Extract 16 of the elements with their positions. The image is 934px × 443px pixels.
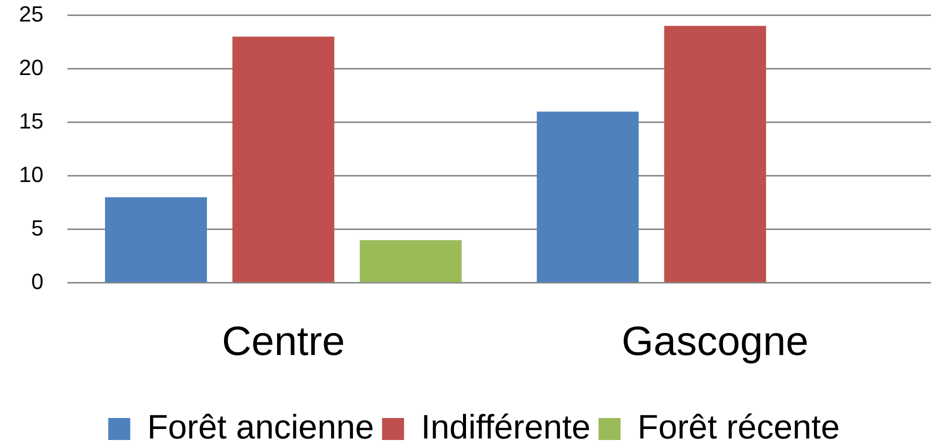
x-tick-label: Centre [222,318,345,364]
legend-label: Forêt ancienne [147,408,374,443]
bar [105,197,207,282]
legend-label: Indifférente [421,408,591,443]
bar [536,112,639,282]
legend-label: Forêt récente [638,408,840,443]
y-tick-label: 5 [31,215,44,240]
bar [664,26,766,282]
y-tick-label: 20 [18,54,44,80]
y-tick-label: 0 [31,268,44,294]
bar [360,240,462,282]
y-tick-label: 25 [18,1,44,26]
bar [232,36,334,282]
y-tick-label: 15 [18,108,44,134]
x-tick-label: Gascogne [622,318,809,364]
y-tick-label: 10 [18,162,44,187]
